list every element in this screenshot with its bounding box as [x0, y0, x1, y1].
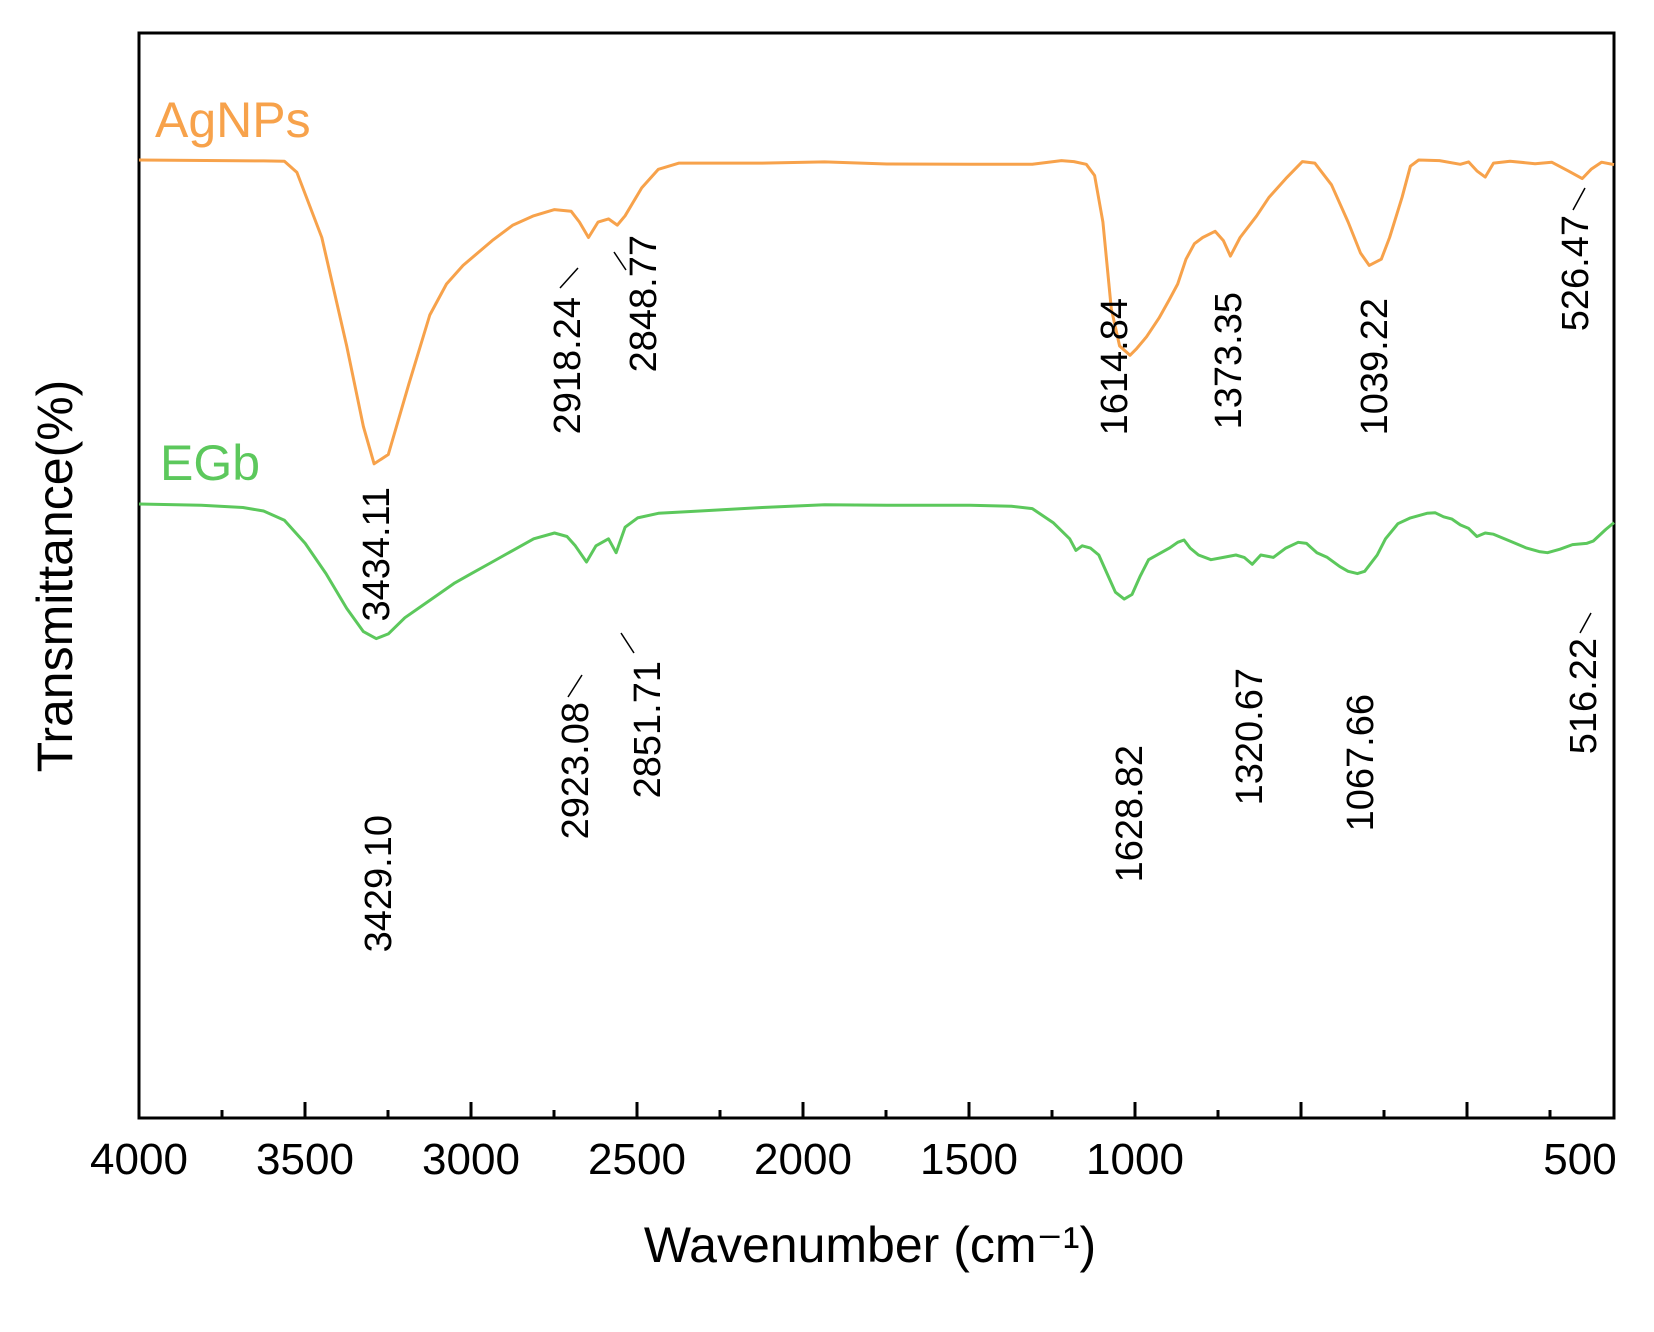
peak-leader: [567, 674, 583, 698]
x-tick-label: 3500: [256, 1135, 354, 1184]
peak-label: 1373.35: [1208, 292, 1250, 429]
peak-label: 516.22: [1563, 638, 1605, 754]
plot-frame: [137, 31, 1616, 1120]
series-line-egb: [138, 502, 1615, 641]
peak-label: 1628.82: [1109, 745, 1151, 882]
x-tick-labels: 4000 3500 3000 2500 2000 1500 1000 500: [90, 1135, 1617, 1184]
peak-leader: [559, 267, 579, 289]
peak-label: 3434.11: [356, 487, 398, 622]
x-ticks: [137, 1102, 1552, 1118]
peak-label: 3429.10: [358, 815, 400, 952]
peak-label: 1320.67: [1229, 668, 1271, 805]
peak-label: 2923.08: [555, 702, 597, 839]
x-tick-label: 3000: [422, 1135, 520, 1184]
peak-leader: [613, 251, 627, 271]
peak-leader: [1579, 612, 1592, 634]
peak-labels-egb: 3429.10 2923.08 2851.71 1628.82 1320.67 …: [358, 612, 1605, 952]
peak-leader: [1572, 187, 1586, 211]
peak-label: 2851.71: [627, 661, 669, 798]
x-tick-label: 2500: [588, 1135, 686, 1184]
y-axis-title: Transmittance(%): [27, 380, 83, 773]
x-tick-label: 1000: [1086, 1135, 1184, 1184]
x-axis-title: Wavenumber (cm⁻¹): [644, 1217, 1096, 1273]
peak-label: 2848.77: [623, 235, 665, 372]
peak-labels-agnps: 3434.11 2918.24 2848.77 1614.84 1373.35 …: [356, 187, 1597, 622]
peak-label: 526.47: [1555, 215, 1597, 331]
peak-label: 1039.22: [1354, 298, 1396, 435]
x-tick-label: 1500: [920, 1135, 1018, 1184]
peak-label: 1614.84: [1094, 298, 1136, 435]
peak-leader: [620, 632, 635, 654]
series-label-agnps: AgNPs: [155, 92, 311, 148]
peak-label: 1067.66: [1340, 694, 1382, 831]
x-tick-label: 4000: [90, 1135, 188, 1184]
series-line-agnps: [138, 158, 1615, 466]
peak-label: 2918.24: [547, 297, 589, 434]
x-tick-label: 500: [1543, 1135, 1616, 1184]
series-label-egb: EGb: [160, 435, 260, 491]
x-tick-label: 2000: [754, 1135, 852, 1184]
